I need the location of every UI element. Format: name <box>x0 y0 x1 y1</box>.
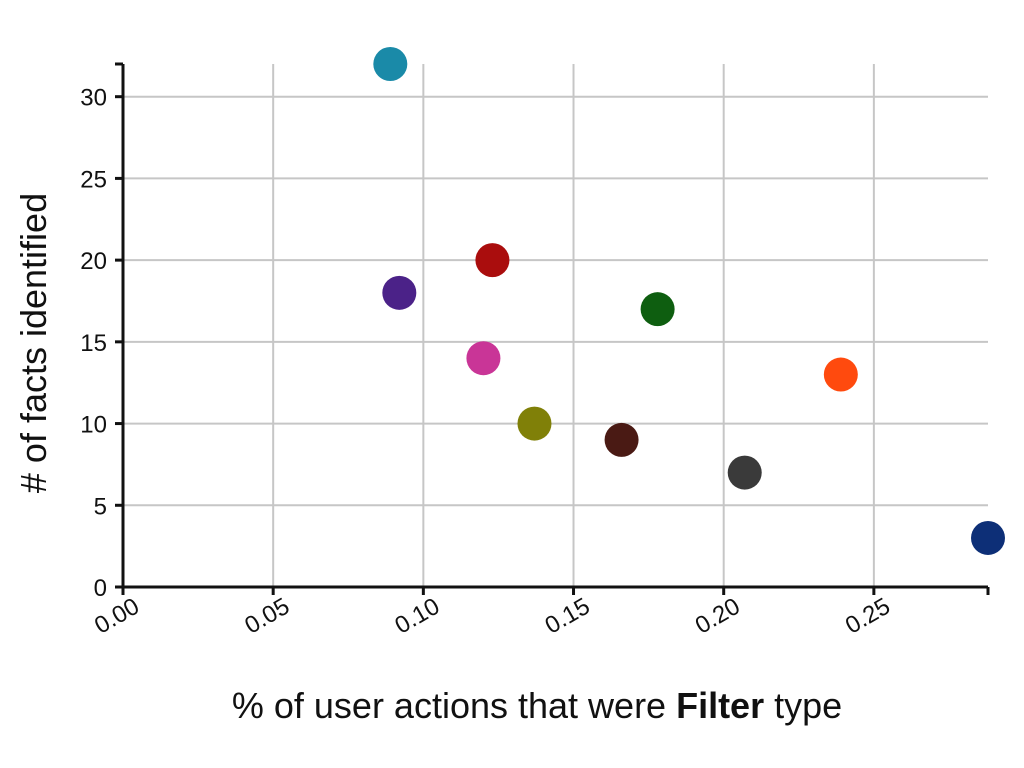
data-point <box>823 357 858 392</box>
y-tick-label: 5 <box>94 493 107 520</box>
x-tick-label: 0.05 <box>240 593 294 640</box>
data-point <box>604 422 639 457</box>
y-tick-label: 25 <box>80 166 107 193</box>
data-point <box>466 341 501 376</box>
x-axis-title-bold-part: Filter <box>676 685 764 726</box>
x-axis-title-part: % of user actions that were <box>232 685 676 726</box>
y-axis-title: # of facts identified <box>13 193 54 493</box>
y-tick-label: 15 <box>80 330 107 357</box>
grid-lines <box>123 64 988 587</box>
data-point <box>373 47 408 81</box>
x-tick-label: 0.15 <box>541 593 595 640</box>
data-point <box>727 455 762 490</box>
y-tick-label: 0 <box>94 575 107 602</box>
data-points <box>373 47 1005 555</box>
x-axis-title-part: type <box>764 685 842 726</box>
axes <box>115 62 990 595</box>
data-point <box>517 406 552 441</box>
x-axis-title: % of user actions that were Filter type <box>232 685 842 726</box>
data-point <box>475 243 510 278</box>
y-tick-label: 20 <box>80 248 107 275</box>
x-tick-label: 0.20 <box>691 593 745 640</box>
y-tick-label: 10 <box>80 412 107 439</box>
y-tick-label: 30 <box>80 85 107 112</box>
x-tick-label: 0.25 <box>841 593 895 640</box>
data-point <box>971 520 1005 555</box>
data-point <box>382 275 417 310</box>
data-point <box>640 292 675 327</box>
x-tick-label: 0.10 <box>390 593 444 640</box>
